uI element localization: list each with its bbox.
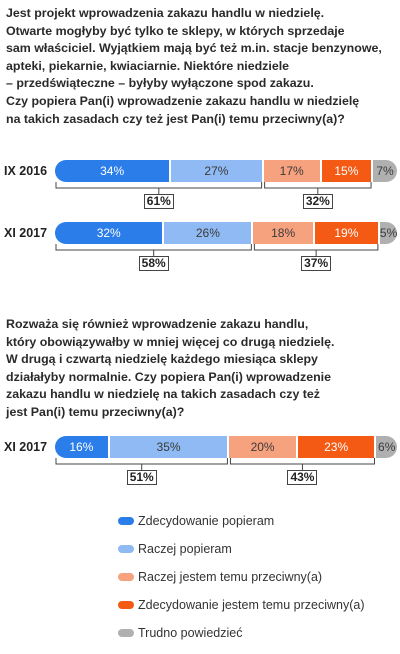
legend-item-dont-know: Trudno powiedzieć: [118, 626, 398, 654]
legend-swatch: [118, 573, 134, 581]
legend-label: Zdecydowanie jestem temu przeciwny(a): [138, 598, 365, 612]
total-brackets: [55, 182, 372, 194]
support-total-bracket: [55, 182, 263, 194]
stacked-bar: 32% 26% 18% 19% 5%: [55, 222, 397, 244]
seg-rather-oppose: 18%: [253, 222, 313, 244]
seg-strongly-support: 34%: [55, 160, 170, 182]
seg-dont-know: 7%: [373, 160, 397, 182]
legend-swatch: [118, 601, 134, 609]
seg-strongly-oppose: 23%: [297, 436, 375, 458]
seg-rather-oppose: 20%: [229, 436, 296, 458]
oppose-total-label: 32%: [302, 194, 333, 209]
oppose-total-label: 43%: [287, 470, 318, 485]
support-total-bracket: [55, 458, 228, 470]
legend-item-rather-support: Raczej popieram: [118, 542, 398, 570]
row-label: XI 2017: [4, 226, 48, 240]
legend-label: Zdecydowanie popieram: [138, 514, 275, 528]
legend-item-rather-oppose: Raczej jestem temu przeciwny(a): [118, 570, 398, 598]
seg-rather-oppose: 17%: [263, 160, 320, 182]
support-total-bracket: [55, 244, 252, 256]
legend-label: Raczej popieram: [138, 542, 232, 556]
oppose-total-bracket: [253, 244, 379, 256]
oppose-total-label: 37%: [301, 256, 332, 271]
seg-rather-support: 26%: [164, 222, 252, 244]
seg-strongly-oppose: 15%: [321, 160, 372, 182]
seg-rather-support: 27%: [171, 160, 262, 182]
legend: Zdecydowanie popieram Raczej popieram Ra…: [118, 514, 398, 654]
support-total-label: 58%: [138, 256, 169, 271]
legend-swatch: [118, 545, 134, 553]
seg-strongly-support: 32%: [55, 222, 163, 244]
seg-strongly-support: 16%: [55, 436, 108, 458]
row-label: IX 2016: [4, 164, 48, 178]
seg-dont-know: 6%: [376, 436, 397, 458]
total-brackets: [55, 458, 375, 470]
oppose-total-bracket: [229, 458, 375, 470]
stacked-bar: 34% 27% 17% 15% 7%: [55, 160, 397, 182]
legend-item-strongly-support: Zdecydowanie popieram: [118, 514, 398, 542]
stacked-bar: 16% 35% 20% 23% 6%: [55, 436, 397, 458]
seg-dont-know: 5%: [379, 222, 397, 244]
support-total-label: 61%: [143, 194, 174, 209]
oppose-total-bracket: [264, 182, 372, 194]
legend-item-strongly-oppose: Zdecydowanie jestem temu przeciwny(a): [118, 598, 398, 626]
seg-strongly-oppose: 19%: [314, 222, 378, 244]
question-2-text: Rozważa się również wprowadzenie zakazu …: [6, 317, 335, 419]
legend-label: Trudno powiedzieć: [138, 626, 243, 640]
total-brackets: [55, 244, 379, 256]
seg-rather-support: 35%: [109, 436, 228, 458]
legend-label: Raczej jestem temu przeciwny(a): [138, 570, 323, 584]
legend-swatch: [118, 517, 134, 525]
support-total-label: 51%: [126, 470, 157, 485]
question-1-text: Jest projekt wprowadzenia zakazu handlu …: [6, 6, 382, 126]
row-label: XI 2017: [4, 440, 48, 454]
legend-swatch: [118, 629, 134, 637]
